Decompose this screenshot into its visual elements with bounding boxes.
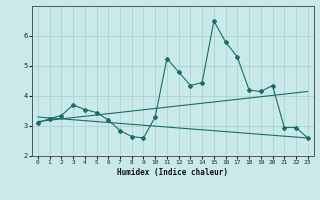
X-axis label: Humidex (Indice chaleur): Humidex (Indice chaleur): [117, 168, 228, 177]
